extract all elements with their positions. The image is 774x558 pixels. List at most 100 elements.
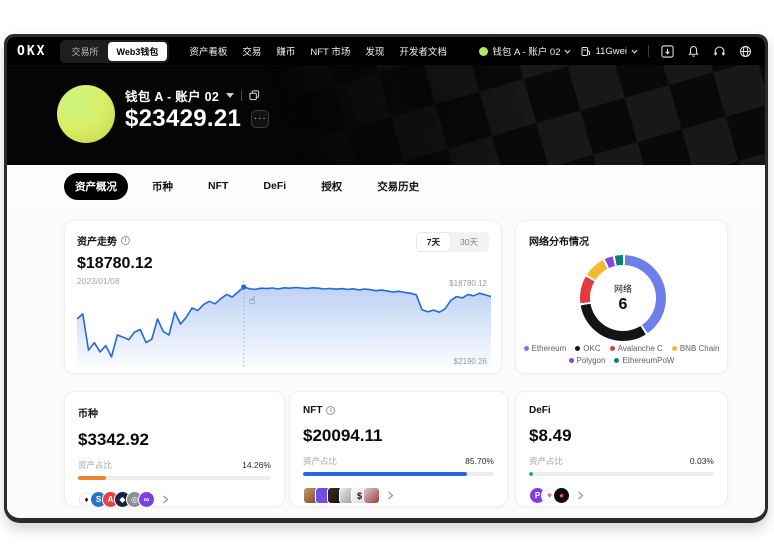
chart-line <box>76 286 492 358</box>
legend-label: Polygon <box>576 356 606 365</box>
toggle-exchange[interactable]: 交易所 <box>71 46 99 57</box>
tab-overview[interactable]: 资产概况 <box>64 172 128 200</box>
wallet-avatar <box>57 85 115 143</box>
nft-ratio-value: 85.70% <box>465 456 494 466</box>
defi-value: $8.49 <box>529 426 572 445</box>
chevron-down-icon <box>565 49 571 54</box>
tab-history[interactable]: 交易历史 <box>377 180 420 193</box>
nav-item-trade[interactable]: 交易 <box>242 47 262 58</box>
nav-divider <box>648 45 649 57</box>
balance-row: $23429.21 ··· <box>125 105 270 133</box>
defi-title: DeFi <box>529 405 551 416</box>
defi-ratio-value: 0.03% <box>689 456 714 466</box>
tab-defi[interactable]: DeFi <box>263 180 287 192</box>
gas-price-selector[interactable]: 11Gwei <box>581 46 638 57</box>
token-icon: ∞ <box>138 491 155 508</box>
ratio-label: 资产占比 <box>303 456 338 466</box>
chevron-down-icon <box>631 49 638 54</box>
copy-address-icon[interactable] <box>249 90 260 101</box>
legend-dot <box>671 346 677 351</box>
info-icon[interactable] <box>121 236 130 245</box>
more-actions-button[interactable]: ··· <box>251 110 270 128</box>
legend-item: Ethereum <box>523 344 566 353</box>
network-donut-chart: 网络 6 <box>580 255 666 341</box>
nav-item-dev-docs[interactable]: 开发者文档 <box>399 47 447 58</box>
nav-item-dashboard[interactable]: 资产看板 <box>189 47 228 58</box>
range-30d-button[interactable]: 30天 <box>460 237 478 247</box>
account-avatar-dot <box>479 46 489 56</box>
asset-trend-card: 资产走势 $18780.12 2023/01/08 7天 30天 $18780.… <box>64 220 502 374</box>
donut-center: 网络 6 <box>590 265 656 331</box>
okx-logo[interactable]: OKX <box>17 43 47 59</box>
legend-item: BNB Chain <box>671 344 719 353</box>
wallet-header: 钱包 A - 账户 02 $23429.21 ··· <box>7 65 765 165</box>
nav-item-discover[interactable]: 发现 <box>365 47 385 58</box>
range-toggle: 7天 30天 <box>415 232 489 252</box>
coins-token-icons: ♦ S A ◆ ◎ ∞ <box>78 491 271 508</box>
tab-approvals[interactable]: 授权 <box>321 180 343 193</box>
nav-item-nft-market[interactable]: NFT 市场 <box>310 47 351 58</box>
gas-pump-icon <box>581 46 591 56</box>
browser-window: OKX 交易所 Web3钱包 资产看板 交易 赚币 NFT 市场 发现 开发者文… <box>4 34 768 523</box>
account-selector[interactable]: 钱包 A - 账户 02 <box>479 44 571 58</box>
nft-progress-fill <box>303 472 467 476</box>
bell-icon <box>688 45 698 57</box>
donut-center-label: 网络 <box>613 284 632 294</box>
account-label: 钱包 A - 账户 02 <box>492 47 561 58</box>
nav-menu: 资产看板 交易 赚币 NFT 市场 发现 开发者文档 <box>189 44 447 58</box>
legend-label: Avalanche C <box>617 344 663 353</box>
info-icon[interactable] <box>326 406 336 415</box>
defi-summary-card: DeFi $8.49 资产占比 0.03% P ♥ ● <box>515 391 728 507</box>
tab-nft[interactable]: NFT <box>208 180 229 192</box>
asset-tabs: 资产概况 币种 NFT DeFi 授权 交易历史 <box>7 165 765 207</box>
expand-chevron-icon[interactable] <box>387 491 394 500</box>
network-card-title-row: 网络分布情况 <box>529 233 714 248</box>
hand-cursor-icon: ☝ <box>248 295 256 307</box>
coins-ratio-value: 14.26% <box>242 460 271 470</box>
wallet-name: 钱包 A - 账户 02 <box>125 90 220 104</box>
expand-chevron-icon[interactable] <box>577 491 584 500</box>
token-icon: ● <box>553 487 570 504</box>
expand-chevron-icon[interactable] <box>162 495 169 504</box>
total-balance: $23429.21 <box>125 105 242 132</box>
toggle-web3-wallet[interactable]: Web3钱包 <box>107 41 168 61</box>
nft-thumbnails: $ <box>303 487 494 504</box>
trend-card-title-row: 资产走势 <box>77 233 489 248</box>
legend-item: Avalanche C <box>609 344 663 353</box>
legend-label: EthereumPoW <box>622 356 675 365</box>
globe-icon <box>739 45 751 57</box>
wallet-switcher-caret[interactable] <box>226 93 235 98</box>
headset-icon <box>713 46 725 55</box>
legend-item: Polygon <box>568 356 606 365</box>
donut-center-value: 6 <box>618 296 628 313</box>
range-7d-button[interactable]: 7天 <box>416 233 451 251</box>
download-app-button[interactable] <box>659 43 675 59</box>
notifications-button[interactable] <box>685 43 701 59</box>
content-area: 资产走势 $18780.12 2023/01/08 7天 30天 $18780.… <box>7 207 765 518</box>
nft-value: $20094.11 <box>303 426 383 445</box>
exchange-web3-toggle: 交易所 Web3钱包 <box>60 39 170 63</box>
trend-line-chart[interactable]: ☝ <box>76 281 492 367</box>
chart-max-label: $18780.12 <box>449 279 487 288</box>
network-legend: Ethereum OKC Avalanche C BNB Chain Polyg… <box>522 344 721 365</box>
legend-label: OKC <box>583 344 601 353</box>
trend-title: 资产走势 <box>77 237 117 248</box>
legend-dot <box>523 346 529 351</box>
coins-progress-track <box>78 476 271 480</box>
legend-dot <box>614 358 620 363</box>
coins-ratio-row: 资产占比 14.26% <box>78 459 271 471</box>
support-button[interactable] <box>711 43 727 59</box>
nav-right: 钱包 A - 账户 02 11Gwei <box>479 43 753 59</box>
tab-coins[interactable]: 币种 <box>152 180 173 193</box>
legend-item: OKC <box>575 344 601 353</box>
defi-protocol-icons: P ♥ ● <box>529 487 714 504</box>
nft-title-row: NFT <box>303 405 494 416</box>
chart-cursor-dot <box>241 284 247 290</box>
language-button[interactable] <box>737 43 753 59</box>
nft-ratio-row: 资产占比 85.70% <box>303 455 494 467</box>
top-navbar: OKX 交易所 Web3钱包 资产看板 交易 赚币 NFT 市场 发现 开发者文… <box>7 37 765 65</box>
divider <box>241 90 243 101</box>
coins-value: $3342.92 <box>78 430 149 449</box>
nav-item-earn[interactable]: 赚币 <box>276 47 296 58</box>
defi-progress-track <box>529 472 714 476</box>
